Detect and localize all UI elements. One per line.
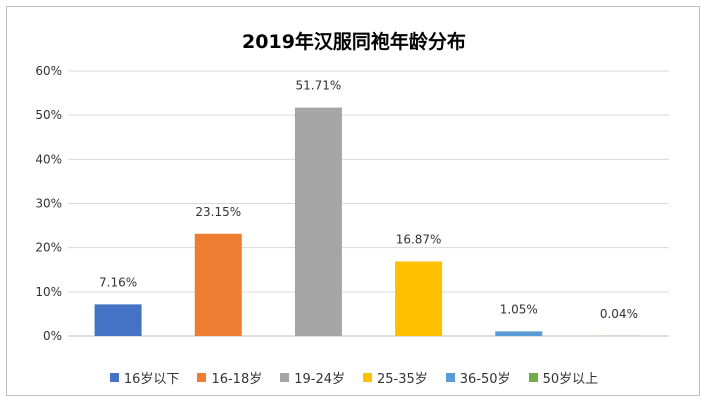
y-tick-label: 60%: [35, 64, 62, 78]
legend-label: 16岁以下: [123, 371, 180, 387]
legend-item: 19-24岁: [280, 368, 345, 387]
y-tick-label: 0%: [43, 329, 62, 343]
bar-5: [495, 331, 543, 336]
legend-label: 25-35岁: [377, 371, 428, 387]
legend-item: 25-35岁: [363, 368, 428, 387]
bar-2: [194, 233, 242, 336]
bar-chart: 0% 10% 20% 30% 40% 50% 60% 7.16% 23.15% 51.71% 16.…: [35, 64, 669, 343]
bar-1: [94, 304, 142, 336]
legend-item: 16岁以下: [109, 368, 180, 387]
legend-label: 19-24岁: [294, 371, 345, 387]
legend-swatch: [280, 372, 290, 382]
chart-title: 2019年汉服同袍年龄分布: [242, 31, 466, 53]
data-label: 16.87%: [396, 232, 442, 246]
legend-item: 36-50岁: [445, 368, 511, 387]
data-label: 1.05%: [500, 302, 538, 316]
bar-3: [294, 107, 342, 336]
legend-item: 16-18岁: [197, 368, 262, 387]
legend-label: 36-50岁: [459, 371, 511, 387]
legend-label: 16-18岁: [211, 371, 263, 387]
legend-swatch: [528, 372, 538, 382]
legend-label: 50岁以上: [542, 371, 599, 387]
data-label: 23.15%: [195, 205, 241, 219]
data-label: 0.04%: [600, 307, 638, 321]
bar-4: [395, 261, 443, 336]
y-tick-label: 20%: [35, 241, 62, 255]
y-tick-label: 30%: [35, 197, 62, 211]
legend-swatch: [197, 372, 207, 382]
y-tick-label: 40%: [35, 152, 62, 166]
data-label: 51.71%: [296, 79, 342, 93]
legend-swatch: [363, 372, 372, 382]
data-label: 7.16%: [99, 275, 137, 289]
legend-swatch: [109, 372, 119, 382]
y-tick-label: 50%: [35, 108, 62, 122]
y-tick-label: 10%: [35, 285, 62, 299]
chart-frame: 2019年汉服同袍年龄分布 0% 10% 20% 30% 40% 50% 60% 7.16% 2…: [6, 6, 700, 396]
legend: 16岁以下 16-18岁 19-24岁 25-35岁 36-50岁 50岁以上: [7, 367, 701, 387]
legend-swatch: [445, 372, 455, 382]
legend-item: 50岁以上: [528, 368, 599, 387]
